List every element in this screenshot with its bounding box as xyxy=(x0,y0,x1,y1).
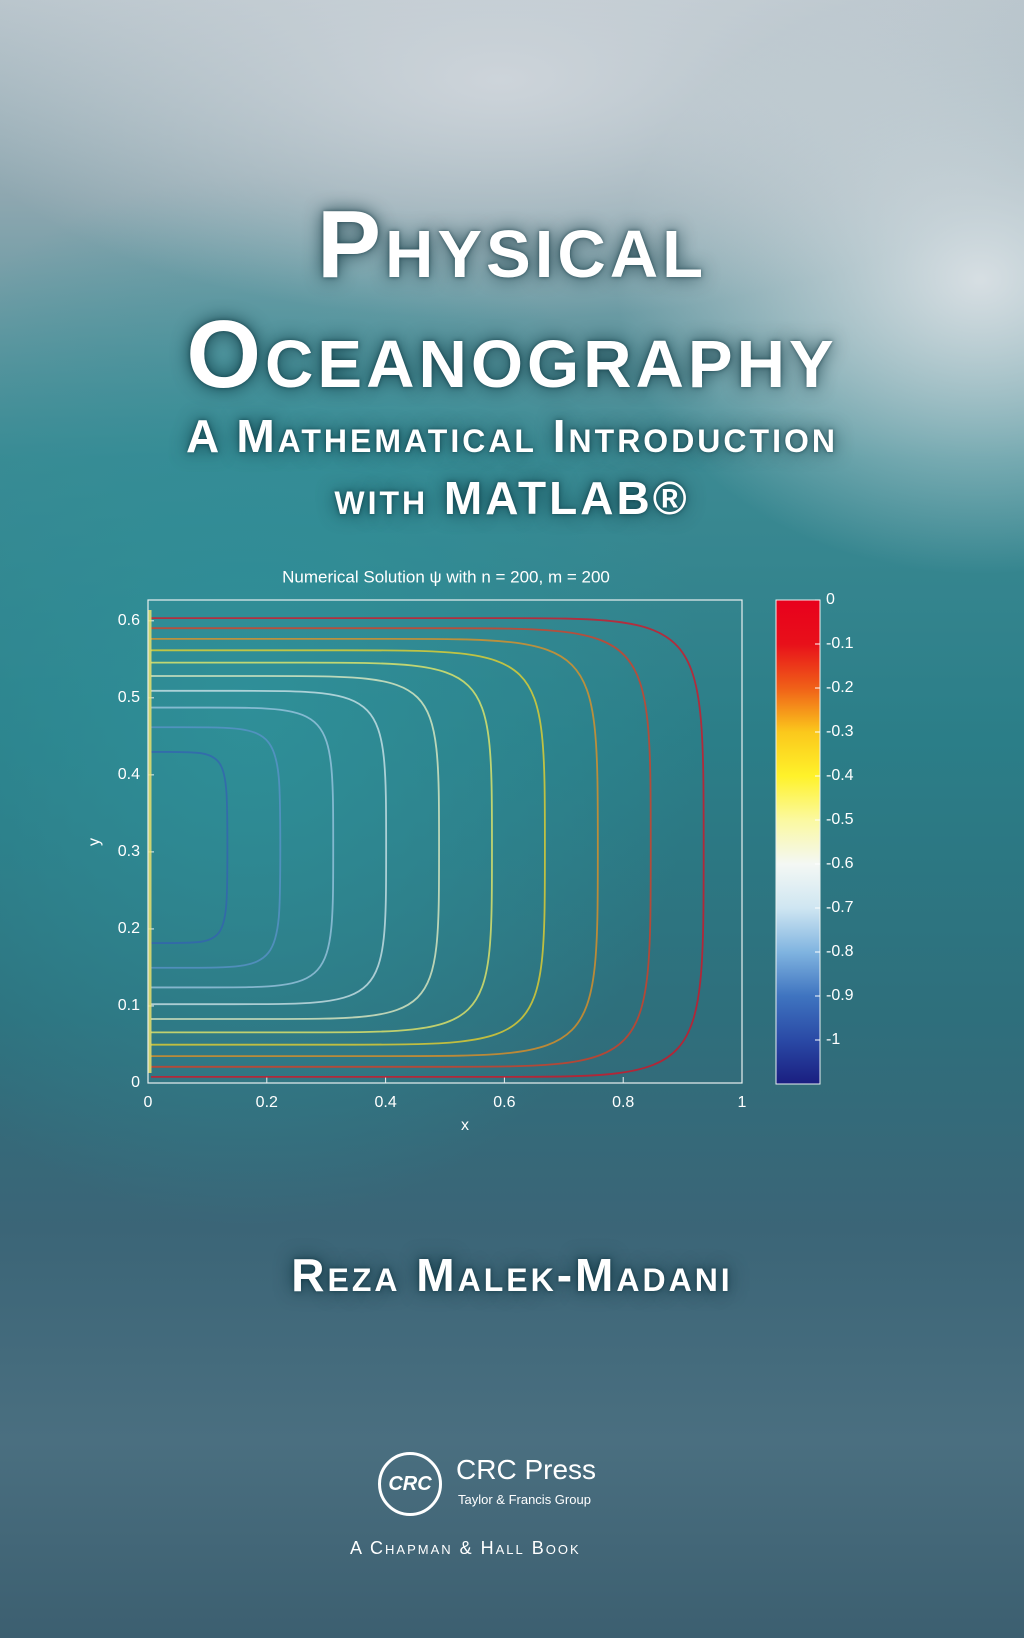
contour-line xyxy=(151,617,705,1078)
colorbar-tick-label: -0.5 xyxy=(826,811,854,828)
contour-line xyxy=(151,627,652,1068)
imprint: A Chapman & Hall Book xyxy=(350,1538,581,1558)
contour-line xyxy=(151,638,599,1057)
x-tick-label: 1 xyxy=(738,1094,747,1111)
title-line: Physical xyxy=(316,191,708,298)
y-tick-label: 0.3 xyxy=(118,843,140,860)
publisher-group: Taylor & Francis Group xyxy=(458,1492,591,1507)
colorbar-tick-label: -1 xyxy=(826,1031,840,1048)
x-tick-label: 0.8 xyxy=(612,1094,634,1111)
colorbar-tick-label: -0.9 xyxy=(826,987,854,1004)
y-tick-label: 0 xyxy=(131,1074,140,1091)
contour-line xyxy=(151,675,440,1020)
y-tick-label: 0.6 xyxy=(118,612,140,629)
colorbar-tick-label: -0.2 xyxy=(826,679,854,696)
y-axis-label: y xyxy=(86,838,103,846)
x-tick-label: 0 xyxy=(144,1094,153,1111)
title: Physical Oceanography xyxy=(0,190,1024,410)
x-tick-label: 0.4 xyxy=(374,1094,396,1111)
subtitle-line: A Mathematical Introduction xyxy=(186,410,838,462)
colorbar-tick-label: -0.8 xyxy=(826,943,854,960)
colorbar xyxy=(775,599,821,1085)
x-axis-label: x xyxy=(461,1117,469,1134)
chart-title: Numerical Solution ψ with n = 200, m = 2… xyxy=(282,567,610,586)
publisher-name: CRC Press xyxy=(456,1454,597,1485)
colorbar-tick-label: 0 xyxy=(826,591,835,608)
contour-line xyxy=(151,726,282,969)
contour-line xyxy=(151,649,546,1046)
author: Reza Malek-Madani xyxy=(291,1249,733,1301)
y-tick-label: 0.1 xyxy=(118,997,140,1014)
colorbar-tick-label: -0.6 xyxy=(826,855,854,872)
publisher: CRC CRC Press Taylor & Francis Group A C… xyxy=(350,1452,678,1558)
colorbar-tick-label: -0.3 xyxy=(826,723,854,740)
colorbar-tick-label: -0.4 xyxy=(826,767,854,784)
contour-line xyxy=(151,661,493,1034)
colorbar-tick-label: -0.1 xyxy=(826,635,854,652)
y-tick-label: 0.4 xyxy=(118,766,140,783)
y-tick-label: 0.5 xyxy=(118,689,140,706)
y-tick-label: 0.2 xyxy=(118,920,140,937)
plot-frame xyxy=(147,599,743,1084)
publisher-logo: CRC xyxy=(378,1452,442,1516)
x-tick-label: 0.2 xyxy=(256,1094,278,1111)
subtitle: A Mathematical Introduction with MATLAB® xyxy=(0,405,1024,529)
x-tick-label: 0.6 xyxy=(493,1094,515,1111)
contour-line xyxy=(151,751,229,944)
colorbar-tick-label: -0.7 xyxy=(826,899,854,916)
contour-line xyxy=(151,689,388,1006)
subtitle-line: with MATLAB® xyxy=(334,472,690,524)
contour-line xyxy=(151,706,335,989)
title-line: Oceanography xyxy=(186,301,838,408)
